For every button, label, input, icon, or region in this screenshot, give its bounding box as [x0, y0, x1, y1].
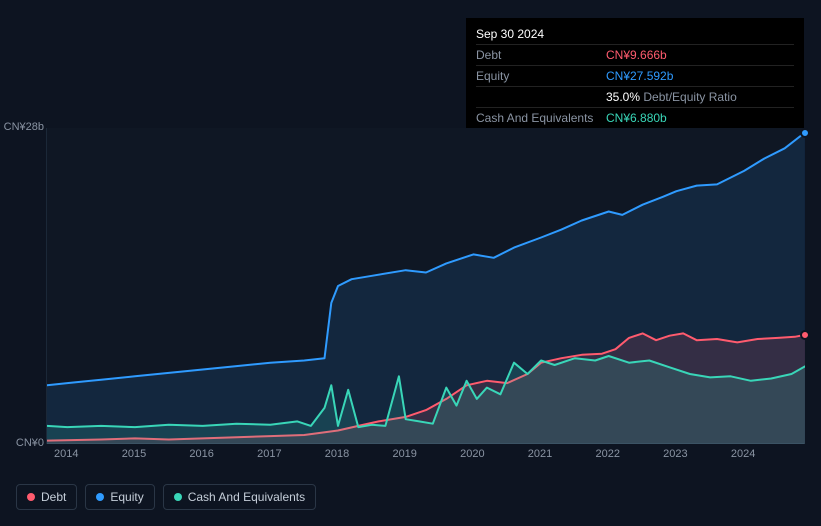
tooltip-value: CN¥9.666b	[606, 46, 794, 64]
tooltip-key: Debt	[476, 46, 606, 64]
x-axis-label: 2022	[595, 448, 619, 460]
tooltip-row: 35.0% Debt/Equity Ratio	[476, 87, 794, 108]
legend-item-cash-and-equivalents[interactable]: Cash And Equivalents	[163, 484, 316, 510]
series-marker-debt	[800, 330, 810, 340]
x-axis-label: 2014	[54, 448, 78, 460]
tooltip-key	[476, 88, 606, 106]
legend: Debt Equity Cash And Equivalents	[16, 484, 316, 510]
legend-label: Cash And Equivalents	[188, 490, 305, 504]
chart-wrap: CN¥28bCN¥0 20142015201620172018201920202…	[16, 128, 806, 444]
x-axis-label: 2019	[392, 448, 416, 460]
legend-swatch	[96, 493, 104, 501]
tooltip-key: Cash And Equivalents	[476, 109, 606, 127]
x-axis-label: 2023	[663, 448, 687, 460]
chart-container: Sep 30 2024 DebtCN¥9.666bEquityCN¥27.592…	[0, 0, 821, 526]
y-axis-label: CN¥0	[16, 437, 44, 449]
chart-svg	[47, 128, 805, 444]
x-axis-label: 2015	[122, 448, 146, 460]
y-axis-label: CN¥28b	[4, 121, 44, 133]
legend-item-equity[interactable]: Equity	[85, 484, 154, 510]
chart-plot-area[interactable]	[46, 128, 804, 444]
x-axis-label: 2018	[325, 448, 349, 460]
legend-swatch	[27, 493, 35, 501]
tooltip-date: Sep 30 2024	[476, 25, 544, 43]
x-axis-label: 2021	[528, 448, 552, 460]
tooltip-value: 35.0% Debt/Equity Ratio	[606, 88, 794, 106]
x-axis-label: 2020	[460, 448, 484, 460]
tooltip-value: CN¥6.880b	[606, 109, 794, 127]
tooltip-row: DebtCN¥9.666b	[476, 45, 794, 66]
tooltip-value: CN¥27.592b	[606, 67, 794, 85]
legend-label: Debt	[41, 490, 66, 504]
legend-swatch	[174, 493, 182, 501]
legend-label: Equity	[110, 490, 143, 504]
tooltip-row: Cash And EquivalentsCN¥6.880b	[476, 108, 794, 128]
x-axis-label: 2024	[731, 448, 755, 460]
legend-item-debt[interactable]: Debt	[16, 484, 77, 510]
data-tooltip: Sep 30 2024 DebtCN¥9.666bEquityCN¥27.592…	[466, 18, 804, 134]
x-axis-label: 2017	[257, 448, 281, 460]
x-axis-label: 2016	[189, 448, 213, 460]
x-axis-labels: 2014 2015 2016 2017 2018 2019 2020 2021 2022 2023…	[46, 448, 804, 464]
tooltip-row: EquityCN¥27.592b	[476, 66, 794, 87]
tooltip-key: Equity	[476, 67, 606, 85]
series-marker-equity	[800, 128, 810, 138]
